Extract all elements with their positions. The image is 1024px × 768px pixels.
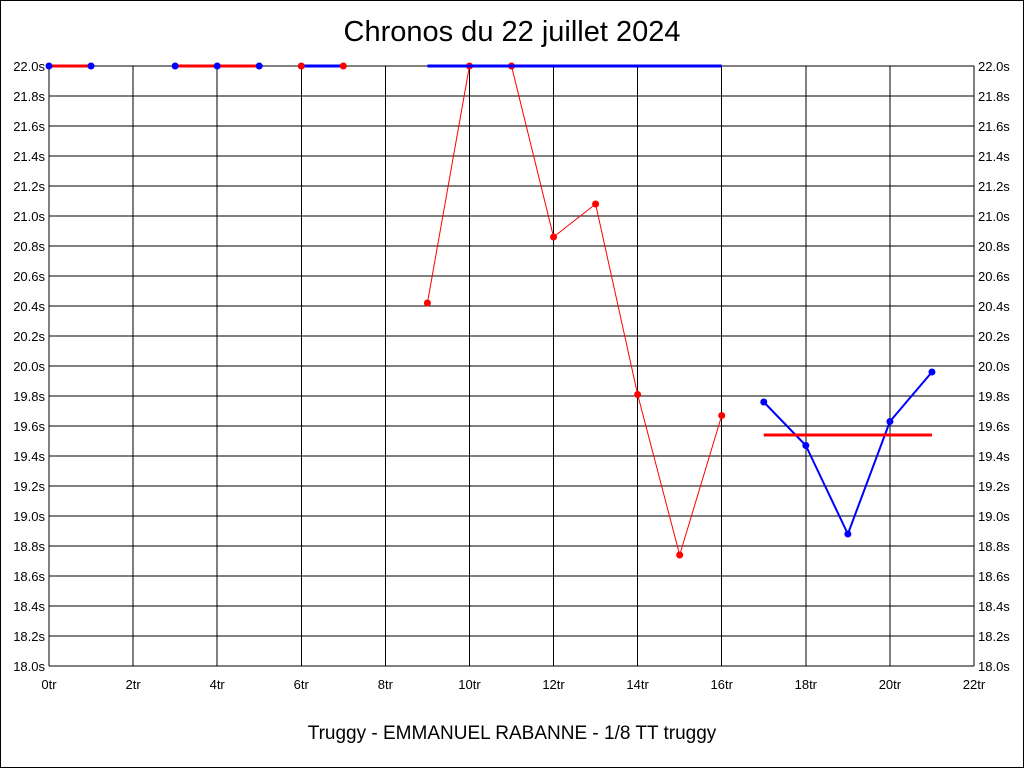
y-tick-label-left: 18.6s: [13, 569, 45, 584]
y-tick-label-left: 21.4s: [13, 149, 45, 164]
data-point: [297, 62, 305, 70]
data-point: [255, 62, 263, 70]
series-2: [171, 62, 263, 70]
y-tick-label-right: 20.4s: [978, 299, 1010, 314]
data-point: [928, 368, 936, 376]
y-tick-label-right: 20.0s: [978, 359, 1010, 374]
data-point: [802, 442, 810, 449]
series-6: [760, 368, 936, 538]
data-point: [423, 299, 431, 307]
data-point: [634, 391, 642, 398]
y-tick-label-left: 18.0s: [13, 659, 45, 674]
y-tick-label-right: 20.8s: [978, 239, 1010, 254]
x-axis-ticks: 0tr 2tr 4tr 6tr 8tr 10tr 12tr 14tr 16tr 18tr 20tr 2…: [41, 677, 985, 692]
data-point: [676, 551, 684, 559]
y-tick-label-right: 19.6s: [978, 419, 1010, 434]
y-tick-label-right: 21.8s: [978, 89, 1010, 104]
y-tick-label-left: 21.6s: [13, 119, 45, 134]
x-tick-label: 12tr: [542, 677, 565, 692]
y-tick-label-right: 18.2s: [978, 629, 1010, 644]
x-tick-label: 10tr: [458, 677, 481, 692]
y-tick-label-left: 21.2s: [13, 179, 45, 194]
series-3: [297, 62, 347, 70]
data-point: [886, 418, 894, 425]
data-point: [760, 398, 768, 406]
y-tick-label-right: 19.0s: [978, 509, 1010, 524]
y-tick-label-left: 20.0s: [13, 359, 45, 374]
x-tick-label: 2tr: [126, 677, 142, 692]
series-line: [426, 65, 723, 556]
y-tick-label-left: 20.8s: [13, 239, 45, 254]
y-tick-label-left: 19.4s: [13, 449, 45, 464]
y-tick-label-right: 19.4s: [978, 449, 1010, 464]
chart-subtitle: Truggy - EMMANUEL RABANNE - 1/8 TT trugg…: [307, 723, 717, 744]
data-point: [87, 62, 95, 70]
y-tick-label-right: 20.6s: [978, 269, 1010, 284]
y-tick-label-left: 19.6s: [13, 419, 45, 434]
data-point: [339, 62, 347, 70]
y-tick-label-left: 19.0s: [13, 509, 45, 524]
y-tick-label-right: 19.8s: [978, 389, 1010, 404]
y-tick-label-right: 21.2s: [978, 179, 1010, 194]
y-axis-ticks-right: 22.0s 21.8s 21.6s 21.4s 21.2s 21.0s 20.8s 20.6s…: [978, 59, 1010, 674]
y-tick-label-right: 18.8s: [978, 539, 1010, 554]
y-tick-label-right: 20.2s: [978, 329, 1010, 344]
data-point: [550, 233, 558, 241]
x-tick-label: 16tr: [711, 677, 734, 692]
x-tick-label: 20tr: [879, 677, 902, 692]
data-point: [171, 62, 179, 70]
x-tick-label: 18tr: [795, 677, 818, 692]
y-tick-label-left: 20.4s: [13, 299, 45, 314]
data-point: [718, 412, 726, 419]
y-tick-label-left: 21.0s: [13, 209, 45, 224]
data-point: [213, 62, 221, 70]
y-tick-label-left: 19.8s: [13, 389, 45, 404]
y-tick-label-left: 19.2s: [13, 479, 45, 494]
x-tick-label: 6tr: [294, 677, 310, 692]
y-tick-label-left: 22.0s: [13, 59, 45, 74]
y-tick-label-left: 18.2s: [13, 629, 45, 644]
y-axis-ticks-left: 22.0s 21.8s 21.6s 21.4s 21.2s 21.0s 20.8s 20.6s…: [13, 59, 45, 674]
x-tick-label: 8tr: [378, 677, 394, 692]
y-tick-label-right: 21.0s: [978, 209, 1010, 224]
y-tick-label-right: 22.0s: [978, 59, 1010, 74]
y-tick-label-left: 18.4s: [13, 599, 45, 614]
y-tick-label-right: 18.0s: [978, 659, 1010, 674]
y-tick-label-left: 20.2s: [13, 329, 45, 344]
y-tick-label-left: 18.8s: [13, 539, 45, 554]
x-tick-label: 4tr: [210, 677, 226, 692]
data-point: [844, 530, 852, 538]
y-tick-label-right: 21.6s: [978, 119, 1010, 134]
x-tick-label: 22tr: [963, 677, 986, 692]
series-1: [45, 62, 95, 70]
y-tick-label-right: 21.4s: [978, 149, 1010, 164]
y-tick-label-left: 21.8s: [13, 89, 45, 104]
chart-title: Chronos du 22 juillet 2024: [343, 16, 681, 48]
x-tick-label: 14tr: [626, 677, 649, 692]
data-point: [45, 62, 53, 70]
y-tick-label-right: 18.4s: [978, 599, 1010, 614]
grid: [48, 65, 975, 667]
x-tick-label: 0tr: [41, 677, 57, 692]
y-tick-label-right: 19.2s: [978, 479, 1010, 494]
y-tick-label-right: 18.6s: [978, 569, 1010, 584]
y-tick-label-left: 20.6s: [13, 269, 45, 284]
data-point: [592, 200, 600, 208]
